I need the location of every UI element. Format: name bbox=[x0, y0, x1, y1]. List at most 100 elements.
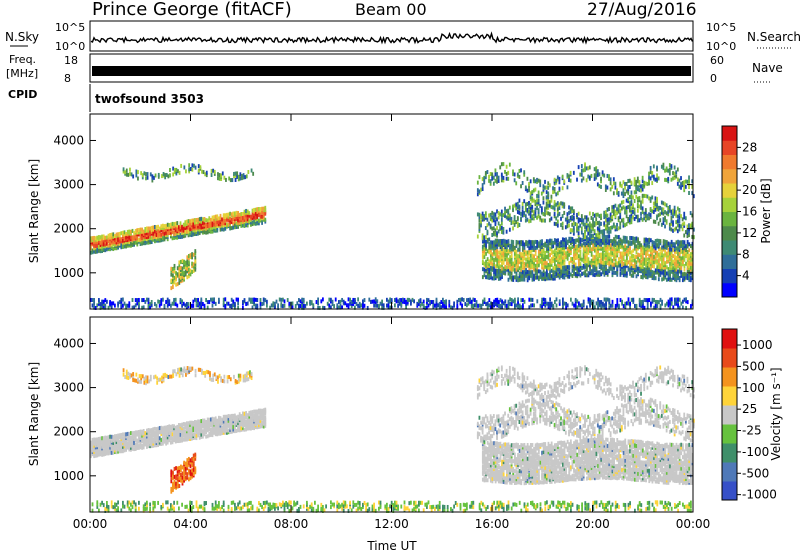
echo-cell bbox=[126, 436, 129, 441]
echo-cell bbox=[496, 268, 499, 273]
echo-cell bbox=[622, 217, 625, 222]
echo-cell bbox=[672, 247, 675, 252]
echo-cell bbox=[112, 444, 115, 449]
echo-cell bbox=[528, 200, 530, 205]
echo-cell bbox=[160, 232, 163, 237]
echo-cell bbox=[171, 436, 174, 441]
echo-cell bbox=[619, 298, 622, 303]
echo-cell bbox=[258, 211, 260, 216]
echo-cell bbox=[101, 448, 103, 453]
echo-cell bbox=[539, 269, 542, 274]
echo-cell bbox=[553, 177, 556, 182]
echo-cell bbox=[226, 217, 228, 222]
echo-cell bbox=[677, 239, 679, 244]
echo-cell bbox=[507, 299, 510, 304]
echo-cell bbox=[579, 262, 582, 267]
echo-cell bbox=[625, 198, 628, 203]
echo-cell bbox=[500, 217, 503, 222]
echo-cell bbox=[509, 275, 511, 280]
echo-cell bbox=[603, 173, 606, 178]
echo-cell bbox=[302, 303, 305, 308]
echo-cell bbox=[183, 271, 185, 276]
echo-cell bbox=[106, 439, 108, 444]
echo-cell bbox=[587, 257, 590, 262]
echo-cell bbox=[646, 261, 649, 266]
echo-cell bbox=[657, 255, 660, 260]
echo-cell bbox=[536, 177, 538, 182]
echo-cell bbox=[221, 221, 223, 226]
echo-cell bbox=[646, 305, 649, 310]
echo-cell bbox=[582, 271, 585, 276]
echo-cell bbox=[571, 222, 574, 227]
echo-cell bbox=[526, 208, 529, 213]
echo-cell bbox=[525, 270, 527, 275]
echo-cell bbox=[605, 239, 607, 244]
echo-cell bbox=[117, 445, 119, 450]
echo-cell bbox=[125, 432, 127, 437]
echo-cell bbox=[144, 232, 147, 237]
echo-cell bbox=[128, 235, 131, 240]
echo-cell bbox=[558, 273, 561, 278]
echo-cell bbox=[120, 435, 123, 440]
echo-cell bbox=[597, 238, 599, 243]
echo-cell bbox=[590, 240, 593, 245]
echo-cell bbox=[146, 240, 148, 245]
echo-cell bbox=[500, 229, 503, 234]
echo-cell bbox=[633, 258, 636, 263]
echo-cell bbox=[665, 219, 668, 224]
echo-cell bbox=[422, 304, 425, 309]
echo-cell bbox=[558, 253, 561, 258]
echo-cell bbox=[569, 272, 572, 277]
echo-cell bbox=[505, 251, 508, 256]
echo-cell bbox=[488, 298, 491, 303]
echo-cell bbox=[536, 255, 539, 260]
echo-cell bbox=[126, 229, 129, 234]
echo-cell bbox=[557, 256, 559, 261]
echo-cell bbox=[191, 167, 194, 172]
echo-cell bbox=[253, 207, 255, 212]
echo-cell bbox=[555, 245, 558, 250]
echo-cell bbox=[174, 435, 177, 440]
nave-tick-high: 60 bbox=[710, 54, 724, 67]
echo-cell bbox=[246, 221, 249, 226]
echo-cell bbox=[659, 297, 662, 302]
echo-cell bbox=[597, 252, 599, 257]
echo-cell bbox=[98, 450, 100, 455]
echo-cell bbox=[146, 434, 148, 439]
echo-cell bbox=[560, 269, 563, 274]
echo-cell bbox=[651, 256, 654, 261]
echo-cell bbox=[176, 272, 179, 277]
echo-cell bbox=[181, 230, 183, 235]
echo-cell bbox=[176, 433, 179, 438]
echo-cell bbox=[381, 305, 383, 310]
echo-cell bbox=[481, 239, 484, 244]
echo-cell bbox=[609, 260, 612, 265]
echo-cell bbox=[93, 235, 95, 240]
echo-cell bbox=[91, 298, 94, 303]
echo-cell bbox=[109, 247, 111, 252]
echo-cell bbox=[627, 178, 630, 183]
echo-cell bbox=[163, 429, 166, 434]
echo-cell bbox=[195, 230, 198, 235]
echo-cell bbox=[141, 429, 143, 434]
echo-cell bbox=[641, 251, 644, 256]
echo-cell bbox=[166, 440, 169, 445]
echo-cell bbox=[141, 227, 143, 232]
echo-cell bbox=[636, 185, 639, 190]
echo-cell bbox=[137, 176, 139, 181]
echo-cell bbox=[550, 276, 553, 281]
echo-cell bbox=[426, 297, 428, 302]
echo-cell bbox=[93, 298, 95, 303]
echo-cell bbox=[677, 305, 679, 310]
echo-cell bbox=[640, 211, 642, 216]
echo-cell bbox=[635, 264, 638, 269]
echo-cell bbox=[603, 215, 606, 220]
echo-cell bbox=[670, 251, 673, 256]
echo-cell bbox=[661, 251, 663, 256]
echo-cell bbox=[94, 239, 97, 244]
echo-cell bbox=[110, 235, 113, 240]
echo-cell bbox=[198, 304, 201, 309]
echo-cell bbox=[484, 171, 487, 176]
echo-cell bbox=[638, 264, 641, 269]
echo-cell bbox=[146, 444, 148, 449]
